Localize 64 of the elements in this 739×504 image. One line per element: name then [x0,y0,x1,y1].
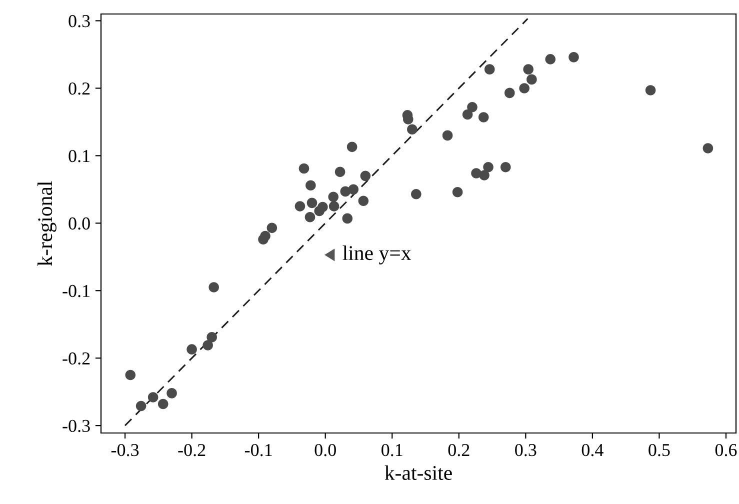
point [545,54,556,64]
y-tick-label: 0.2 [68,82,90,95]
point [467,102,478,112]
point [186,344,197,354]
point [702,143,714,154]
point [519,83,530,94]
x-tick-label: 0.2 [448,444,470,456]
point [208,282,219,292]
point [260,230,270,242]
point [526,74,537,85]
point [266,222,278,234]
point [452,186,463,198]
point [166,388,177,398]
point [306,180,316,191]
point [202,340,213,350]
y-tick-label: -0.2 [62,352,90,365]
point [358,196,369,206]
x-axis-title: k-at-site [384,465,452,480]
y-tick-label: 0.3 [68,15,90,28]
y-tick-label: -0.3 [62,420,90,432]
y-tick-label: -0.1 [62,284,90,298]
point [484,64,495,74]
x-tick-label: 0.4 [582,444,604,456]
point [500,162,511,172]
point [318,202,328,212]
point [360,170,371,182]
x-tick-label: -0.2 [178,444,206,456]
annotation: line y=x [342,245,412,264]
point [334,166,346,178]
point [125,370,136,380]
x-tick-label: 0.6 [715,444,737,456]
point [523,64,534,74]
point [645,85,656,96]
point [328,201,340,212]
point [158,398,168,410]
point [136,400,146,412]
point [479,170,490,180]
point [442,130,453,141]
y-tick-label: 0.0 [68,217,90,230]
point [348,184,359,195]
x-tick-label: 0.3 [515,444,536,456]
point [298,163,310,174]
point [504,88,515,98]
point [478,112,489,122]
point [328,192,339,202]
point [407,124,418,135]
point [304,212,316,222]
x-tick-label: 0.5 [648,444,670,456]
point [294,201,306,212]
point [206,332,217,342]
point [411,189,422,200]
x-tick-label: -0.1 [244,444,272,456]
x-tick-label: 0.1 [382,444,402,456]
point [568,52,579,62]
point [346,142,358,152]
point [462,109,473,120]
x-tick-label: 0.0 [314,444,336,456]
point [148,392,158,402]
y-axis-title: k-regional [37,181,56,266]
y-tick-label: 0.1 [68,150,90,162]
point [483,162,494,172]
point [306,198,318,208]
point [342,213,353,224]
x-tick-label: -0.3 [111,444,139,456]
